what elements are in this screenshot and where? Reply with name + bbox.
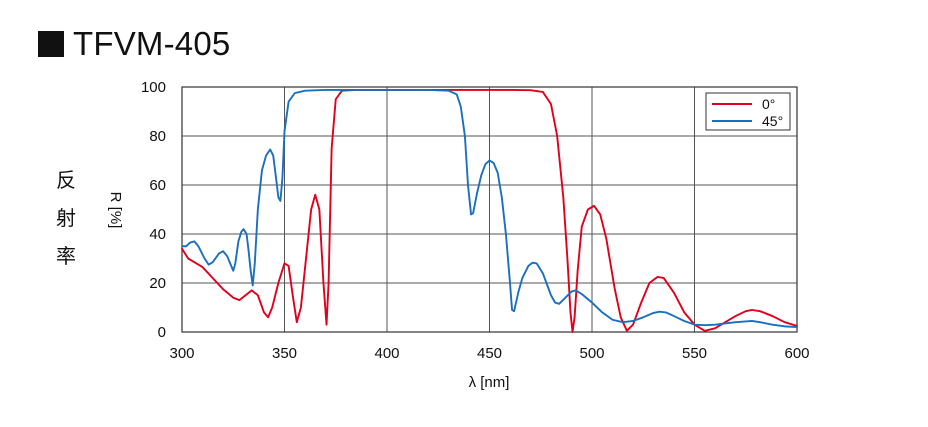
y-tick-labels: 0 20 40 60 80 100: [141, 79, 166, 341]
y-tick-label: 20: [149, 275, 166, 292]
x-tick-label: 450: [477, 345, 502, 362]
y-axis-label: R [%]: [107, 192, 124, 229]
page-title: TFVM-405: [38, 24, 230, 64]
y-tick-label: 100: [141, 79, 166, 96]
x-axis-label: λ [nm]: [469, 374, 510, 391]
reflectance-vertical-label: 反 射 率: [52, 162, 80, 276]
y-tick-label: 60: [149, 177, 166, 194]
chart-grid: [182, 87, 797, 332]
x-tick-label: 300: [169, 345, 194, 362]
x-tick-label: 550: [682, 345, 707, 362]
side-label-char: 射: [56, 208, 76, 230]
series-line: [181, 88, 798, 329]
side-label-char: 反: [56, 170, 76, 192]
series-line: [181, 88, 798, 333]
x-tick-label: 400: [374, 345, 399, 362]
x-tick-label: 600: [784, 345, 809, 362]
y-tick-label: 40: [149, 226, 166, 243]
legend-label: 0°: [762, 96, 775, 112]
x-tick-label: 350: [272, 345, 297, 362]
plot-frame: [181, 86, 798, 333]
title-text: TFVM-405: [73, 25, 231, 62]
legend-label: 45°: [762, 113, 783, 129]
series-layer: [181, 88, 798, 333]
x-tick-labels: 300 350 400 450 500 550 600: [169, 345, 809, 362]
legend-box: [705, 92, 791, 131]
y-tick-label: 0: [158, 324, 166, 341]
side-label-char: 率: [56, 246, 76, 268]
chart-legend: 0°45°: [705, 92, 791, 131]
plot-border: [181, 86, 798, 333]
y-tick-label: 80: [149, 128, 166, 145]
x-tick-label: 500: [579, 345, 604, 362]
title-square-icon: [38, 31, 64, 57]
